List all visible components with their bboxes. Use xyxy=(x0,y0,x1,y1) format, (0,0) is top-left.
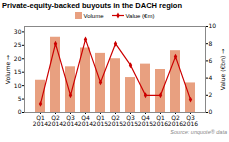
svg-text:10: 10 xyxy=(14,82,22,89)
svg-text:0: 0 xyxy=(209,109,213,116)
svg-text:2: 2 xyxy=(209,91,213,98)
svg-text:15: 15 xyxy=(14,68,22,75)
html-text:Private-equity-backed buyouts: Private-equity-backed buyouts in the DAC… xyxy=(2,1,182,10)
svg-text:Q12016: Q12016 xyxy=(153,114,168,127)
svg-text:Q32015: Q32015 xyxy=(123,114,138,127)
svg-text:Q22016: Q22016 xyxy=(168,114,183,127)
svg-text:6: 6 xyxy=(209,57,213,64)
svg-text:8: 8 xyxy=(209,40,213,47)
svg-text:Value (€bn) →: Value (€bn) → xyxy=(219,49,226,90)
html-text:Value (€m): Value (€m) xyxy=(125,12,155,19)
svg-text:Q42014: Q42014 xyxy=(78,114,93,127)
svg-text:10: 10 xyxy=(209,23,217,30)
svg-text:25: 25 xyxy=(14,41,22,48)
svg-text:0: 0 xyxy=(18,109,22,116)
svg-text:20: 20 xyxy=(14,55,22,62)
svg-text:4: 4 xyxy=(209,74,213,81)
svg-text:Q22015: Q22015 xyxy=(108,114,123,127)
html-text:Source: unquote® data: Source: unquote® data xyxy=(170,129,227,136)
svg-text:Q12015: Q12015 xyxy=(93,114,108,127)
svg-text:Q32016: Q32016 xyxy=(183,114,198,127)
svg-text:30: 30 xyxy=(14,28,22,35)
svg-text:Q42015: Q42015 xyxy=(138,114,153,127)
html-text:Volume: Volume xyxy=(83,12,104,19)
svg-text:Q22014: Q22014 xyxy=(48,114,63,127)
svg-text:Q12014: Q12014 xyxy=(33,114,48,127)
svg-text:Q32014: Q32014 xyxy=(63,114,78,127)
svg-text:Volume →: Volume → xyxy=(4,55,11,84)
svg-text:5: 5 xyxy=(18,95,22,102)
